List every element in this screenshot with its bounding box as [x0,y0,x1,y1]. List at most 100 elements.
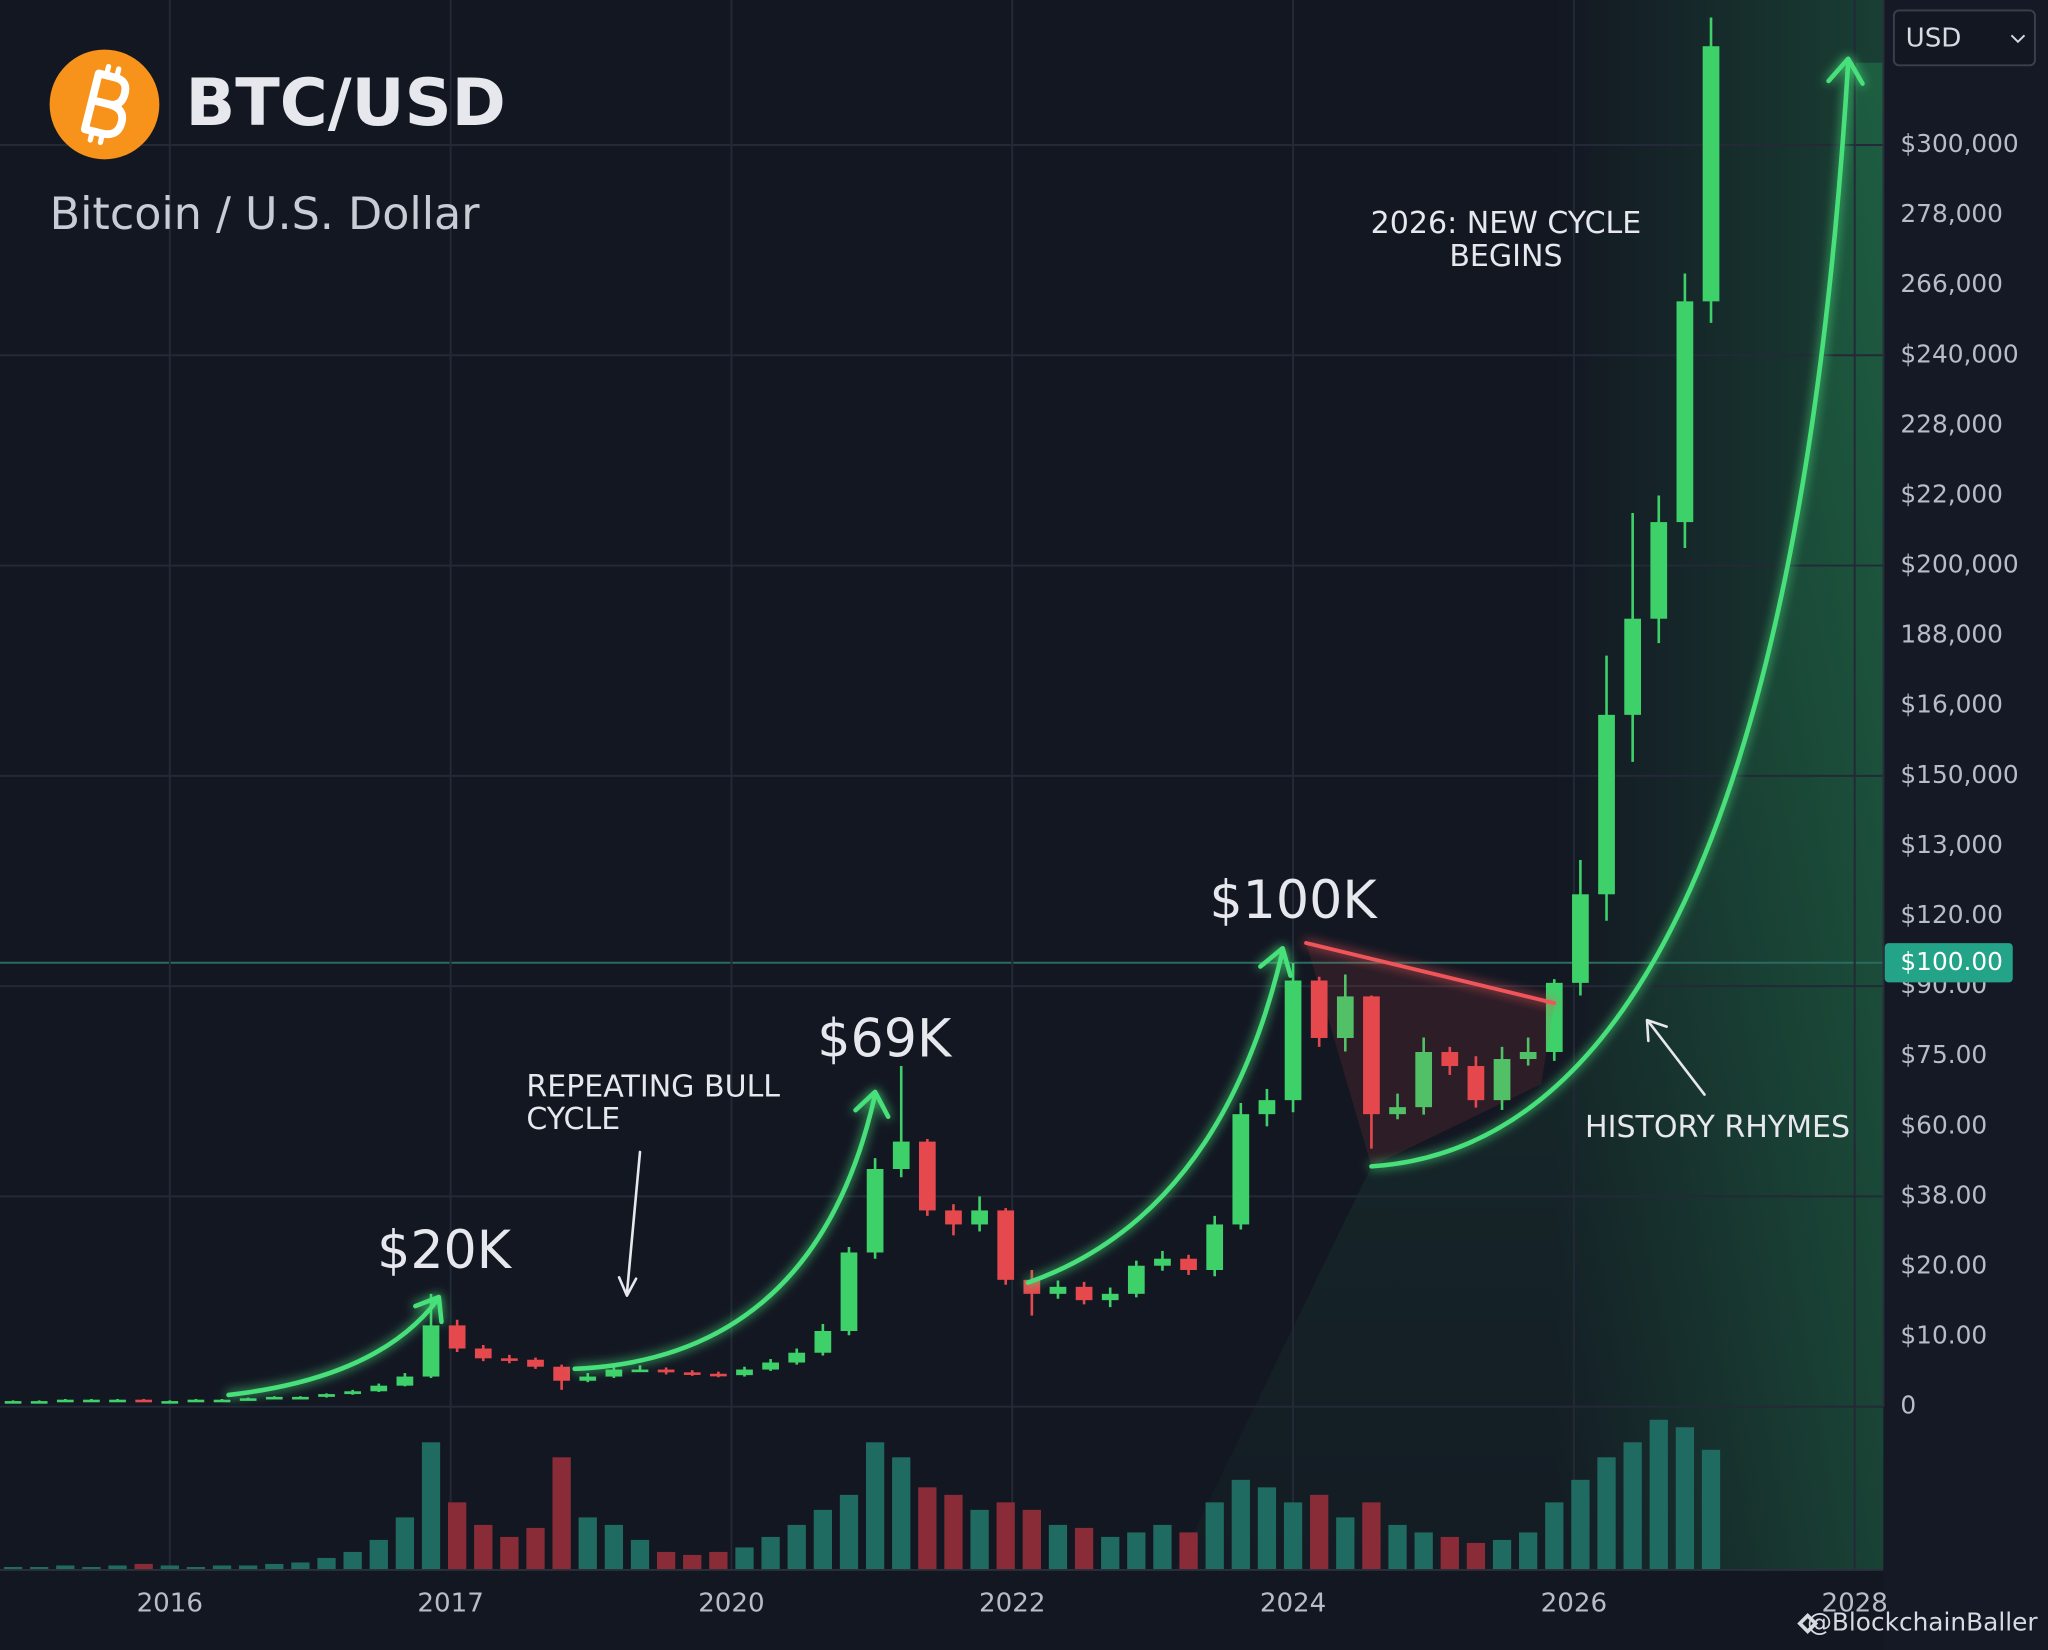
currency-dropdown[interactable]: USD [1892,9,2036,67]
x-tick-label: 2022 [979,1588,1045,1618]
candle-body [396,1376,414,1386]
volume-bar [813,1509,832,1570]
y-tick-label: 266,000 [1900,269,2003,298]
candle-body [1702,46,1720,302]
candle-body [1389,1107,1406,1115]
volume-bar [1649,1419,1668,1570]
candle-body [945,1210,962,1225]
candle-body [1180,1258,1197,1271]
annotation-line: REPEATING BULL [526,1069,780,1104]
candle-body [997,1210,1015,1280]
volume-bar [3,1566,23,1570]
dropdown-box[interactable] [1892,9,2036,67]
candle-body [109,1399,126,1403]
volume-bar [500,1536,519,1570]
candle-body [4,1401,22,1404]
arrow-head [617,1276,638,1297]
volume-bar [1231,1479,1250,1570]
volume-bar [1127,1532,1146,1570]
candle-body [605,1369,623,1377]
candle-body [265,1396,283,1400]
candle-body [161,1401,179,1404]
volume-bar [239,1565,258,1570]
price-axis-panel [1883,0,2048,1650]
candle-body [1572,894,1589,983]
cycle-arrow [226,1297,440,1398]
x-tick-label: 2024 [1260,1588,1326,1618]
volume-bar [892,1457,911,1570]
candle-body [1493,1059,1511,1101]
pointer-arrows [617,1018,1706,1297]
candle-body [683,1372,701,1375]
candle-body [318,1394,335,1397]
y-tick-label: 228,000 [1900,409,2003,438]
volume-bar [30,1566,49,1570]
volume-bar [1492,1539,1512,1570]
candle-body [736,1369,753,1376]
candle-body [814,1330,832,1353]
annotation-line: CYCLE [526,1102,620,1137]
volume-bar [552,1457,571,1570]
candle-body [1049,1286,1067,1294]
x-tick-label: 2017 [417,1588,483,1618]
annotation: HISTORY RHYMES [1585,1110,1850,1145]
volume-bar [526,1527,545,1570]
x-tick-label: 2026 [1541,1588,1607,1618]
candle-body [1284,980,1302,1101]
y-tick-label: $60.00 [1900,1110,1987,1139]
chart-subtitle: Bitcoin / U.S. Dollar [50,189,481,240]
candle-body [83,1399,100,1403]
candle-body [631,1369,649,1373]
volume-bar [709,1551,728,1570]
cycle-arrows [226,56,1865,1398]
volume-bar [1310,1494,1329,1570]
price-tag-box [1884,943,2013,983]
x-tick-label: 2028 [1821,1588,1887,1618]
candle-body [1336,996,1354,1038]
y-tick-label: $22,000 [1900,479,2003,508]
volume-bar [1153,1524,1172,1570]
arrow-head [1826,56,1865,86]
candle-body [1415,1052,1433,1108]
volume-bar [1597,1457,1616,1570]
volume-bar [1205,1502,1224,1570]
volume-bar [82,1566,101,1570]
cycle-arrow [1369,60,1851,1169]
candle-body [292,1396,309,1400]
candle-body [422,1325,440,1377]
y-tick-label: $10.00 [1900,1321,1987,1350]
candle-body [1676,301,1694,523]
volume-bar [1283,1502,1303,1570]
candle-body [1363,996,1380,1115]
volume-bar [1388,1524,1407,1570]
volume-bar [735,1547,754,1570]
candle-body [448,1325,466,1349]
candle-body [1075,1286,1093,1301]
volume-bar [1519,1532,1538,1570]
arrow-head [413,1294,444,1325]
volume-bar [1257,1487,1277,1570]
logo-glyph [80,63,130,146]
candle-body [30,1401,48,1404]
volume-bar [761,1536,780,1570]
watermark-icon [1797,1613,1819,1634]
dropdown-label[interactable]: USD [1906,24,1962,54]
candle-body [213,1399,231,1403]
candle-body [1101,1293,1119,1301]
volume-bar [944,1494,963,1570]
y-tick-label: $300,000 [1900,129,2018,158]
volume-bar [604,1524,624,1570]
dropdown-chevron[interactable] [2010,34,2026,44]
volume-bar [1675,1427,1695,1570]
logo-b [80,69,130,139]
y-tick-label: 278,000 [1900,199,2003,228]
volume-bar [1179,1532,1198,1570]
volume-bar [447,1502,467,1570]
volume-bar [970,1509,989,1570]
candle-body [501,1358,518,1361]
y-tick-label: 0 [1900,1391,1916,1420]
candle-body [918,1141,936,1211]
logo [49,49,160,160]
y-tick-label: $150,000 [1900,760,2018,789]
